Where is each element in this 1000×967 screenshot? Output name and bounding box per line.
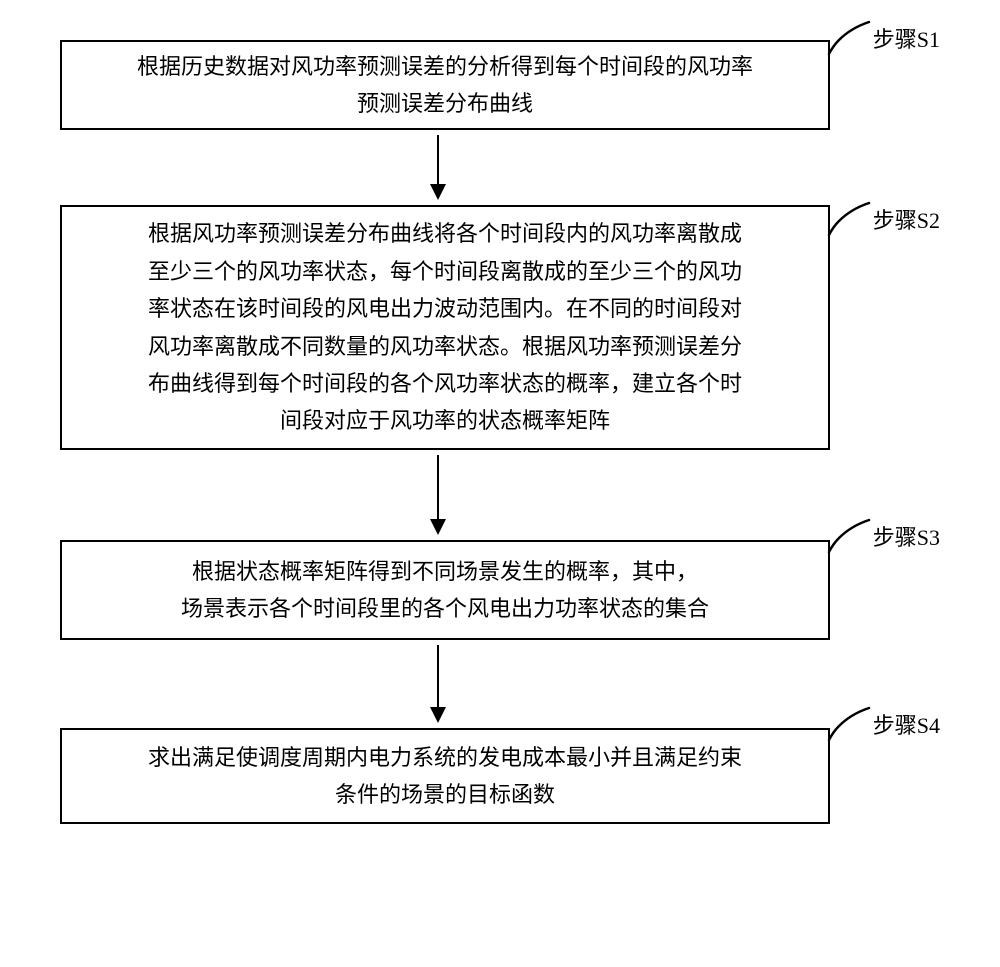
step-s3-text: 根据状态概率矩阵得到不同场景发生的概率，其中，场景表示各个时间段里的各个风电出力… [181, 553, 709, 628]
connector-line-icon [437, 135, 439, 184]
connector-2 [430, 455, 446, 535]
step-s4-label-container: 步骤S4 [823, 704, 940, 744]
curve-arrow-icon [823, 704, 873, 744]
step-s1-label: 步骤S1 [873, 22, 940, 54]
step-s2-text: 根据风功率预测误差分布曲线将各个时间段内的风功率离散成至少三个的风功率状态，每个… [148, 215, 742, 439]
step-s3-label-container: 步骤S3 [823, 516, 940, 556]
step-s1-box: 根据历史数据对风功率预测误差的分析得到每个时间段的风功率预测误差分布曲线 [60, 40, 830, 130]
step-s2-box: 根据风功率预测误差分布曲线将各个时间段内的风功率离散成至少三个的风功率状态，每个… [60, 205, 830, 450]
step-s3-container: 根据状态概率矩阵得到不同场景发生的概率，其中，场景表示各个时间段里的各个风电出力… [30, 540, 970, 640]
flowchart-container: 根据历史数据对风功率预测误差的分析得到每个时间段的风功率预测误差分布曲线 步骤S… [30, 40, 970, 824]
connector-1 [430, 135, 446, 200]
curve-arrow-icon [823, 199, 873, 239]
connector-3 [430, 645, 446, 723]
step-s3-label: 步骤S3 [873, 520, 940, 552]
step-s2-label-container: 步骤S2 [823, 199, 940, 239]
arrow-down-icon [430, 519, 446, 535]
step-s1-container: 根据历史数据对风功率预测误差的分析得到每个时间段的风功率预测误差分布曲线 步骤S… [30, 40, 970, 130]
connector-line-icon [437, 645, 439, 707]
arrow-down-icon [430, 707, 446, 723]
connector-line-icon [437, 455, 439, 519]
step-s4-label: 步骤S4 [873, 708, 940, 740]
step-s4-text: 求出满足使调度周期内电力系统的发电成本最小并且满足约束条件的场景的目标函数 [148, 739, 742, 814]
curve-arrow-icon [823, 18, 873, 58]
step-s4-box: 求出满足使调度周期内电力系统的发电成本最小并且满足约束条件的场景的目标函数 [60, 728, 830, 824]
step-s2-label: 步骤S2 [873, 203, 940, 235]
curve-arrow-icon [823, 516, 873, 556]
step-s4-container: 求出满足使调度周期内电力系统的发电成本最小并且满足约束条件的场景的目标函数 步骤… [30, 728, 970, 824]
step-s2-container: 根据风功率预测误差分布曲线将各个时间段内的风功率离散成至少三个的风功率状态，每个… [30, 205, 970, 450]
step-s1-label-container: 步骤S1 [823, 18, 940, 58]
arrow-down-icon [430, 184, 446, 200]
step-s3-box: 根据状态概率矩阵得到不同场景发生的概率，其中，场景表示各个时间段里的各个风电出力… [60, 540, 830, 640]
step-s1-text: 根据历史数据对风功率预测误差的分析得到每个时间段的风功率预测误差分布曲线 [137, 48, 753, 123]
